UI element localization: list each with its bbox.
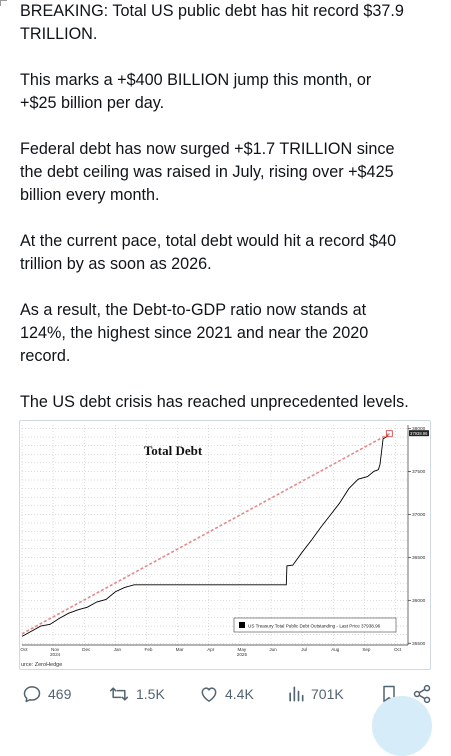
y-tick-label: 36500: [412, 555, 426, 561]
x-tick-label: May: [238, 647, 247, 652]
last-price-label: 37938.96: [410, 431, 428, 436]
x-year-label: 2024: [50, 652, 61, 657]
tweet-paragraph: The US debt crisis has reached unprecede…: [20, 393, 409, 411]
tweet-paragraph: This marks a +$400 BILLION jump this mon…: [20, 71, 372, 112]
x-tick-label: Jan: [114, 647, 122, 652]
like-button[interactable]: 4.4K: [199, 684, 254, 704]
last-price-marker: [385, 430, 393, 438]
repost-count: 1.5K: [136, 686, 165, 702]
y-tick-label: 37000: [412, 512, 426, 518]
debt-line: [21, 433, 390, 637]
chart-title: Total Debt: [144, 443, 203, 458]
bar-chart-icon: [287, 684, 305, 704]
x-tick-label: Sep: [362, 647, 371, 652]
like-count: 4.4K: [225, 686, 254, 702]
x-tick-label: Feb: [145, 647, 153, 652]
x-tick-label: Oct: [20, 647, 28, 652]
x-tick-label: Jun: [269, 647, 277, 652]
y-tick-label: 38000: [412, 426, 426, 432]
share-icon: [412, 684, 432, 704]
tweet-paragraph: As a result, the Debt-to-GDP ratio now s…: [20, 301, 369, 365]
tweet-actions: 469 1.5K 4.4K 701K: [0, 680, 451, 708]
floating-action-button[interactable]: [372, 696, 432, 756]
x-tick-label: Jul: [301, 647, 307, 652]
y-tick-label: 36000: [412, 598, 426, 604]
y-tick-label: 37500: [412, 469, 426, 475]
corner-fragment: [0, 0, 7, 6]
tweet-text: BREAKING: Total US public debt has hit r…: [20, 0, 440, 437]
heart-icon: [199, 684, 219, 704]
tweet-paragraph: BREAKING: Total US public debt has hit r…: [20, 2, 404, 43]
x-tick-label: Oct: [394, 647, 402, 652]
last-price-tag: [409, 430, 429, 437]
x-tick-label: Dec: [82, 647, 91, 652]
total-debt-chart: 38000 37500 37000 36500 36000 35500 Oct Nov2024…: [20, 425, 429, 668]
x-tick-label: Aug: [331, 647, 340, 652]
reply-button[interactable]: 469: [22, 684, 71, 704]
repost-button[interactable]: 1.5K: [108, 684, 165, 704]
reply-count: 469: [48, 686, 72, 702]
y-tick-label: 35500: [412, 641, 426, 647]
trend-line: [21, 432, 390, 635]
views-count: 701K: [311, 686, 344, 702]
x-tick-label: Nov: [51, 647, 60, 652]
legend-label: US Treasury Total Public Debt Outstandin…: [248, 624, 381, 629]
chart-source: urce: ZeroHedge: [21, 662, 62, 668]
repost-icon: [108, 684, 130, 704]
chart-image[interactable]: 38000 37500 37000 36500 36000 35500 Oct Nov 2024…: [19, 420, 431, 670]
x-year-label: 2025: [237, 652, 248, 657]
reply-icon: [22, 684, 42, 704]
chart-legend: US Treasury Total Public Debt Outstandin…: [233, 617, 397, 633]
x-tick-label: Apr: [207, 647, 215, 652]
tweet-paragraph: At the current pace, total debt would hi…: [20, 232, 397, 273]
tweet-paragraph: Federal debt has now surged +$1.7 TRILLI…: [20, 140, 395, 204]
views-button[interactable]: 701K: [287, 684, 344, 704]
share-button[interactable]: [412, 684, 432, 704]
x-tick-label: Mar: [176, 647, 184, 652]
